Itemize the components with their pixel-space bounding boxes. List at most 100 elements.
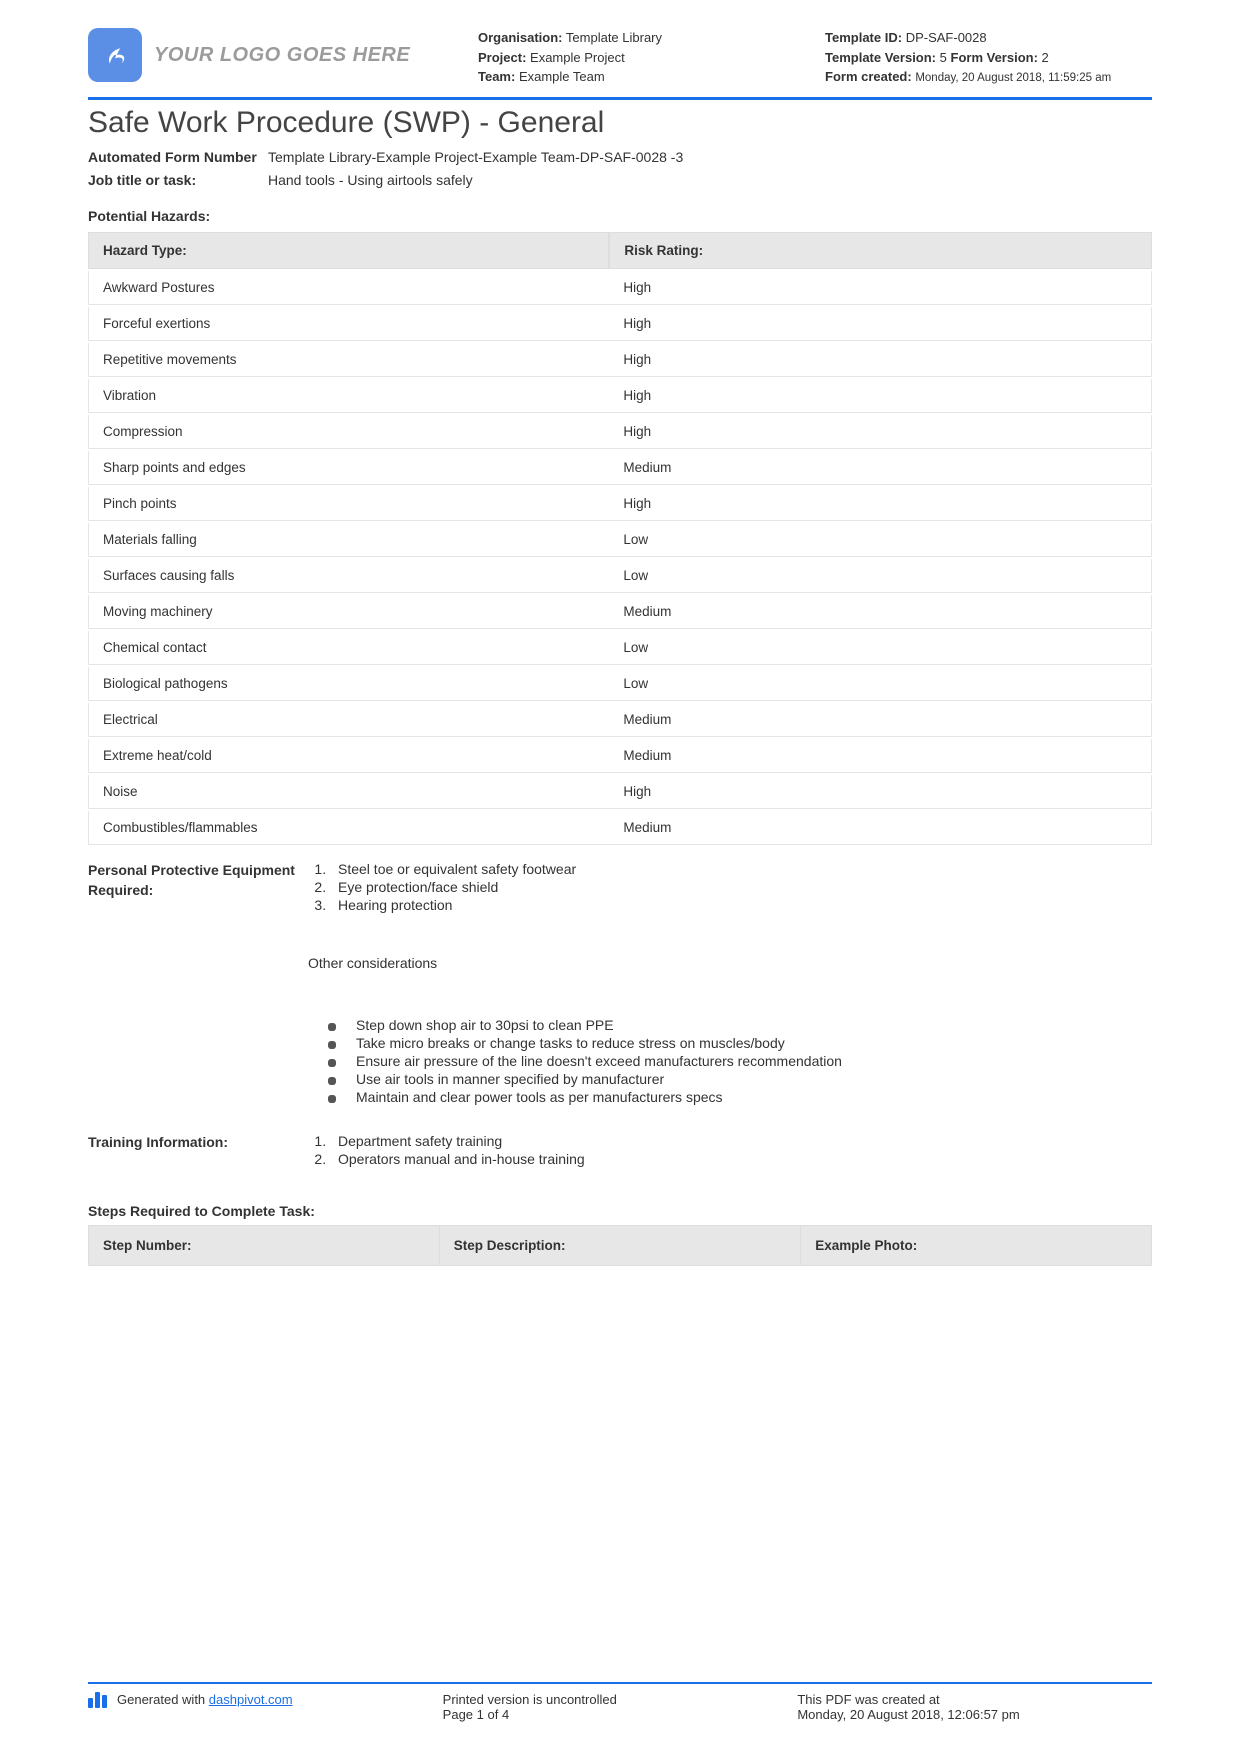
hazard-type-cell: Electrical [88,703,609,737]
created-at-label: This PDF was created at [797,1692,1152,1707]
table-row: Biological pathogensLow [88,667,1152,701]
hazard-type-cell: Biological pathogens [88,667,609,701]
hazard-rating-cell: High [609,487,1152,521]
hazard-type-cell: Pinch points [88,487,609,521]
hazards-col-type: Hazard Type: [88,232,609,269]
header-divider [88,97,1152,100]
job-title-label: Job title or task: [88,171,268,190]
hazard-rating-cell: High [609,775,1152,809]
form-number-value: Template Library-Example Project-Example… [268,148,1152,167]
team-value: Example Team [519,69,605,84]
steps-col-description: Step Description: [439,1226,800,1266]
list-item: Take micro breaks or change tasks to red… [356,1035,1152,1051]
hazard-type-cell: Combustibles/flammables [88,811,609,845]
table-row: Extreme heat/coldMedium [88,739,1152,773]
list-item: Department safety training [330,1133,1152,1149]
template-version-label: Template Version: [825,50,936,65]
hazard-rating-cell: High [609,343,1152,377]
table-row: Sharp points and edgesMedium [88,451,1152,485]
table-row: Chemical contactLow [88,631,1152,665]
list-item: Eye protection/face shield [330,879,1152,895]
hazard-rating-cell: Medium [609,595,1152,629]
hazard-type-cell: Forceful exertions [88,307,609,341]
hazard-type-cell: Sharp points and edges [88,451,609,485]
list-item: Step down shop air to 30psi to clean PPE [356,1017,1152,1033]
template-id-value: DP-SAF-0028 [906,30,987,45]
hazard-type-cell: Noise [88,775,609,809]
list-item: Steel toe or equivalent safety footwear [330,861,1152,877]
template-id-label: Template ID: [825,30,902,45]
hazard-rating-cell: Low [609,559,1152,593]
hazard-type-cell: Repetitive movements [88,343,609,377]
hazard-type-cell: Extreme heat/cold [88,739,609,773]
hazards-col-rating: Risk Rating: [609,232,1152,269]
page-footer: Generated with dashpivot.com Printed ver… [88,1682,1152,1722]
hazard-type-cell: Surfaces causing falls [88,559,609,593]
steps-col-photo: Example Photo: [801,1226,1152,1266]
logo-block: YOUR LOGO GOES HERE [88,28,458,82]
page-number: Page 1 of 4 [443,1707,798,1722]
logo-icon [88,28,142,82]
hazard-type-cell: Materials falling [88,523,609,557]
table-row: Combustibles/flammablesMedium [88,811,1152,845]
hazard-type-cell: Awkward Postures [88,271,609,305]
hazards-section-title: Potential Hazards: [88,208,1152,224]
hazard-rating-cell: Medium [609,703,1152,737]
other-considerations-list: Step down shop air to 30psi to clean PPE… [308,1017,1152,1105]
hazard-rating-cell: Low [609,631,1152,665]
table-row: Awkward PosturesHigh [88,271,1152,305]
project-label: Project: [478,50,526,65]
table-row: Forceful exertionsHigh [88,307,1152,341]
table-row: Moving machineryMedium [88,595,1152,629]
steps-table: Step Number: Step Description: Example P… [88,1225,1152,1266]
ppe-label: Personal Protective Equipment Required: [88,861,308,1107]
hazards-table: Hazard Type: Risk Rating: Awkward Postur… [88,230,1152,847]
hazard-type-cell: Chemical contact [88,631,609,665]
list-item: Operators manual and in-house training [330,1151,1152,1167]
form-version-label: Form Version: [951,50,1038,65]
hazard-type-cell: Compression [88,415,609,449]
list-item: Use air tools in manner specified by man… [356,1071,1152,1087]
form-number-label: Automated Form Number [88,148,268,167]
hazard-rating-cell: High [609,415,1152,449]
form-version-value: 2 [1042,50,1049,65]
hazard-rating-cell: High [609,379,1152,413]
dashpivot-link[interactable]: dashpivot.com [209,1692,293,1707]
project-value: Example Project [530,50,625,65]
list-item: Maintain and clear power tools as per ma… [356,1089,1152,1105]
list-item: Hearing protection [330,897,1152,913]
ppe-list: Steel toe or equivalent safety footwear E… [308,861,1152,913]
hazard-rating-cell: High [609,307,1152,341]
hazard-rating-cell: Low [609,667,1152,701]
job-title-value: Hand tools - Using airtools safely [268,171,1152,190]
table-row: NoiseHigh [88,775,1152,809]
template-version-value: 5 [940,50,947,65]
table-row: Pinch pointsHigh [88,487,1152,521]
table-row: ElectricalMedium [88,703,1152,737]
hazard-type-cell: Vibration [88,379,609,413]
form-created-label: Form created: [825,69,912,84]
training-label: Training Information: [88,1133,308,1169]
hazard-rating-cell: Low [609,523,1152,557]
table-row: VibrationHigh [88,379,1152,413]
hazard-rating-cell: Medium [609,811,1152,845]
header-meta-left: Organisation: Template Library Project: … [478,28,805,87]
organisation-label: Organisation: [478,30,563,45]
team-label: Team: [478,69,515,84]
form-created-value: Monday, 20 August 2018, 11:59:25 am [915,72,1111,84]
table-row: Materials fallingLow [88,523,1152,557]
steps-section-title: Steps Required to Complete Task: [88,1203,1152,1219]
hazard-rating-cell: Medium [609,739,1152,773]
organisation-value: Template Library [566,30,662,45]
hazard-rating-cell: Medium [609,451,1152,485]
printed-line: Printed version is uncontrolled [443,1692,798,1707]
header-meta-right: Template ID: DP-SAF-0028 Template Versio… [825,28,1152,87]
steps-col-number: Step Number: [89,1226,440,1266]
hazard-rating-cell: High [609,271,1152,305]
generated-prefix: Generated with [117,1692,209,1707]
training-list: Department safety training Operators manu… [308,1133,1152,1167]
list-item: Ensure air pressure of the line doesn't … [356,1053,1152,1069]
other-considerations-heading: Other considerations [308,955,1152,971]
page-title: Safe Work Procedure (SWP) - General [88,106,1152,140]
logo-placeholder-text: YOUR LOGO GOES HERE [154,44,410,67]
